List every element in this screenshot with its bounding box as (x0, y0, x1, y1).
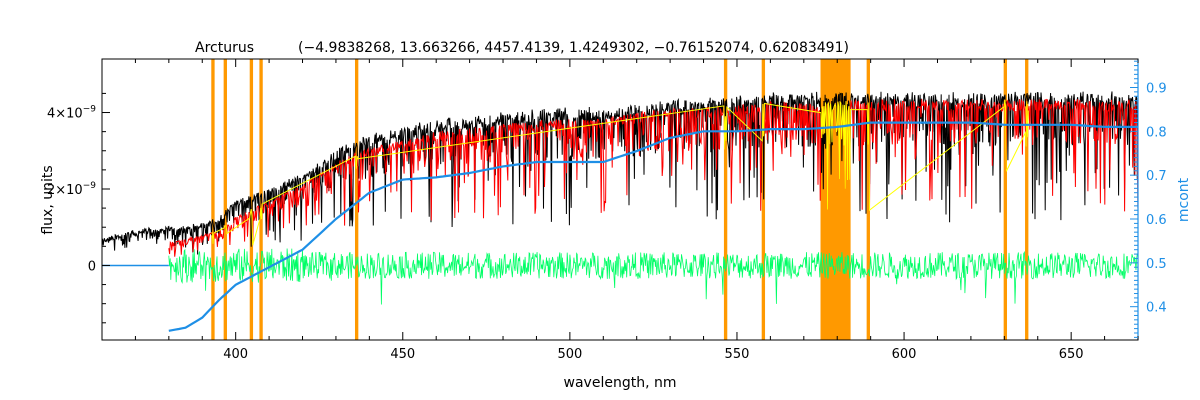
y-tick-label: 0 (88, 259, 96, 274)
masked-model-line (211, 99, 1029, 246)
x-tick-label: 600 (892, 347, 917, 362)
x-axis-ticks: 400 450 500 550 600 650 (101, 59, 1139, 362)
y-axis-label: flux, units (40, 165, 56, 234)
masked-band (249, 59, 254, 340)
continuum-line (168, 121, 1138, 332)
model-series (168, 98, 1139, 257)
masked-band (223, 59, 227, 340)
residual-series (168, 248, 1138, 305)
residual-line (168, 248, 1138, 305)
masked-band (259, 59, 263, 340)
x-tick-label: 400 (223, 347, 248, 362)
chart-title-params: (−4.9838268, 13.663266, 4457.4139, 1.424… (298, 40, 849, 56)
x-axis-label: wavelength, nm (564, 375, 677, 391)
y2-tick-label: 0.5 (1146, 257, 1167, 272)
y2-tick-label: 0.9 (1146, 81, 1167, 96)
masked-model-series (211, 99, 1029, 246)
continuum-series (102, 121, 1138, 332)
y2-tick-label: 0.6 (1146, 213, 1167, 228)
x-tick-label: 650 (1059, 347, 1084, 362)
x-tick-label: 450 (390, 347, 415, 362)
y2-axis-label: mcont (1176, 177, 1192, 222)
masked-band (1025, 59, 1029, 340)
y2-tick-label: 0.4 (1146, 301, 1167, 316)
x-tick-label: 500 (557, 347, 582, 362)
masked-band (354, 59, 359, 340)
x-tick-label: 550 (725, 347, 750, 362)
y2-tick-label: 0.8 (1146, 125, 1167, 140)
y2-tick-label: 0.7 (1146, 169, 1167, 184)
model-flux-line (168, 98, 1139, 257)
y2-axis-ticks: 0.4 0.5 0.6 0.7 0.8 0.9 (1130, 60, 1167, 338)
chart-title-star: Arcturus (195, 40, 254, 56)
masked-band (761, 59, 766, 340)
masked-band (866, 59, 870, 340)
masked-band (723, 59, 728, 340)
masked-band (1003, 59, 1007, 340)
masked-band (211, 59, 215, 340)
